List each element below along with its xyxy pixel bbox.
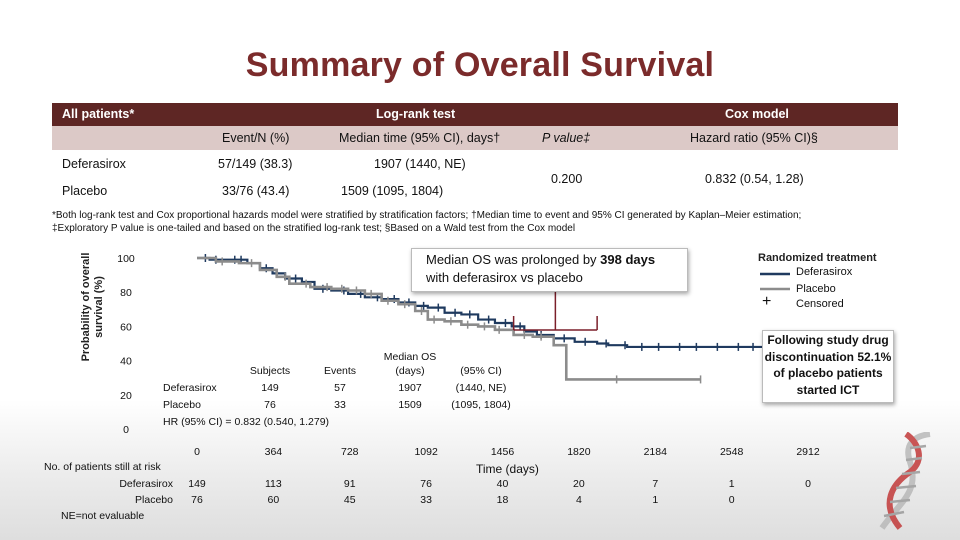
header-cox: Cox model: [725, 107, 789, 121]
inset-events: 57: [334, 382, 346, 394]
header-all-patients: All patients*: [62, 107, 135, 121]
table-row: Placebo 33/76 (43.4) 1509 (1095, 1804): [52, 179, 898, 203]
y-tick-label: 20: [120, 390, 132, 402]
row-event: 33/76 (43.4): [222, 184, 290, 198]
inset-subjects: 149: [261, 382, 279, 394]
inset-median: 1509: [398, 399, 422, 411]
inset-col-ci: (95% CI): [460, 365, 502, 377]
risk-cell: 40: [496, 478, 509, 490]
risk-cell: 18: [496, 494, 509, 506]
legend-label: Placebo: [796, 283, 836, 295]
row-median: 1907 (1440, NE): [374, 157, 466, 171]
col-hazard-ratio: Hazard ratio (95% CI)§: [690, 131, 818, 145]
risk-cell: 113: [265, 478, 282, 490]
table-subheader-bar: Event/N (%) Median time (95% CI), days† …: [52, 126, 898, 150]
risk-cell: 76: [420, 478, 432, 490]
inset-hr-line: HR (95% CI) = 0.832 (0.540, 1.279): [163, 416, 330, 428]
callout-highlight: 398 days: [600, 252, 656, 267]
row-group: Deferasirox: [62, 157, 126, 171]
callout-prefix: Median OS was prolonged by: [426, 252, 601, 267]
footnote: ‡Exploratory P value is one-tailed and b…: [52, 223, 576, 234]
inset-col-median: Median OS (days): [383, 351, 437, 377]
inset-row-group: Deferasirox: [163, 382, 217, 394]
x-tick-label: 1456: [491, 446, 515, 458]
x-tick-label: 728: [341, 446, 359, 458]
table-header-bar: All patients* Log-rank test Cox model: [52, 103, 898, 126]
ne-footnote: NE=not evaluable: [61, 510, 145, 522]
risk-row-label: Deferasirox: [119, 478, 173, 490]
row-event: 57/149 (38.3): [218, 157, 293, 171]
inset-median: 1907: [398, 382, 422, 394]
inset-col-subjects: Subjects: [249, 365, 291, 377]
risk-cell: 45: [343, 494, 356, 506]
risk-cell: 1: [652, 494, 659, 506]
table-row: Deferasirox 57/149 (38.3) 1907 (1440, NE…: [52, 152, 898, 176]
col-p-value: P value‡: [542, 131, 591, 145]
inset-row-group: Placebo: [163, 399, 201, 411]
risk-cell: 0: [728, 494, 735, 506]
footnote: *Both log-rank test and Cox proportional…: [52, 210, 802, 221]
row-median: 1509 (1095, 1804): [341, 184, 444, 198]
risk-table-title: No. of patients still at risk: [44, 461, 161, 473]
inset-col-events: Events: [323, 365, 357, 377]
risk-cell: 91: [343, 478, 356, 490]
inset-events: 33: [334, 399, 346, 411]
x-axis-title: Time (days): [476, 462, 539, 476]
header-logrank: Log-rank test: [376, 107, 456, 121]
risk-cell: 4: [575, 494, 582, 506]
risk-cell: 60: [267, 494, 280, 506]
median-os-callout: Median OS was prolonged by 398 days with…: [411, 248, 688, 292]
x-tick-label: 364: [265, 446, 283, 458]
risk-row-label: Placebo: [135, 494, 173, 506]
y-tick-label: 0: [123, 424, 129, 436]
slide-title: Summary of Overall Survival: [245, 46, 715, 84]
risk-cell: 149: [188, 478, 206, 490]
legend-label: Censored: [796, 298, 844, 310]
km-curve-placebo: [197, 256, 701, 381]
risk-cell: 33: [420, 494, 432, 506]
risk-cell: 76: [191, 494, 203, 506]
col-event-n: Event/N (%): [222, 131, 290, 145]
x-tick-label: 1092: [414, 446, 438, 458]
p-value-cell: 0.200: [551, 172, 583, 186]
y-tick-label: 80: [120, 287, 132, 299]
callout-suffix: with deferasirox vs placebo: [426, 270, 583, 285]
x-tick-label: 2912: [796, 446, 820, 458]
risk-cell: 1: [728, 478, 735, 490]
y-tick-label: 60: [120, 321, 132, 333]
hazard-ratio-cell: 0.832 (0.54, 1.28): [705, 172, 804, 186]
inset-ci: (1440, NE): [455, 382, 507, 394]
risk-cell: 20: [573, 478, 585, 490]
censored-legend-symbol: +: [762, 293, 772, 310]
y-tick-label: 100: [117, 253, 135, 265]
legend-label: Deferasirox: [796, 266, 853, 278]
ict-note: Following study drug discontinuation 52.…: [762, 330, 894, 403]
x-tick-label: 1820: [567, 446, 591, 458]
x-tick-label: 2548: [720, 446, 744, 458]
col-median-time: Median time (95% CI), days†: [339, 131, 501, 145]
risk-cell: 0: [805, 478, 811, 490]
risk-cell: 7: [652, 478, 659, 490]
inset-ci: (1095, 1804): [451, 399, 511, 411]
dna-helix-icon: [879, 432, 931, 530]
legend-title: Randomized treatment: [758, 252, 877, 264]
y-tick-label: 40: [120, 356, 132, 368]
row-group: Placebo: [62, 184, 108, 198]
x-tick-label: 2184: [644, 446, 668, 458]
inset-subjects: 76: [264, 399, 276, 411]
x-tick-label: 0: [194, 446, 200, 458]
